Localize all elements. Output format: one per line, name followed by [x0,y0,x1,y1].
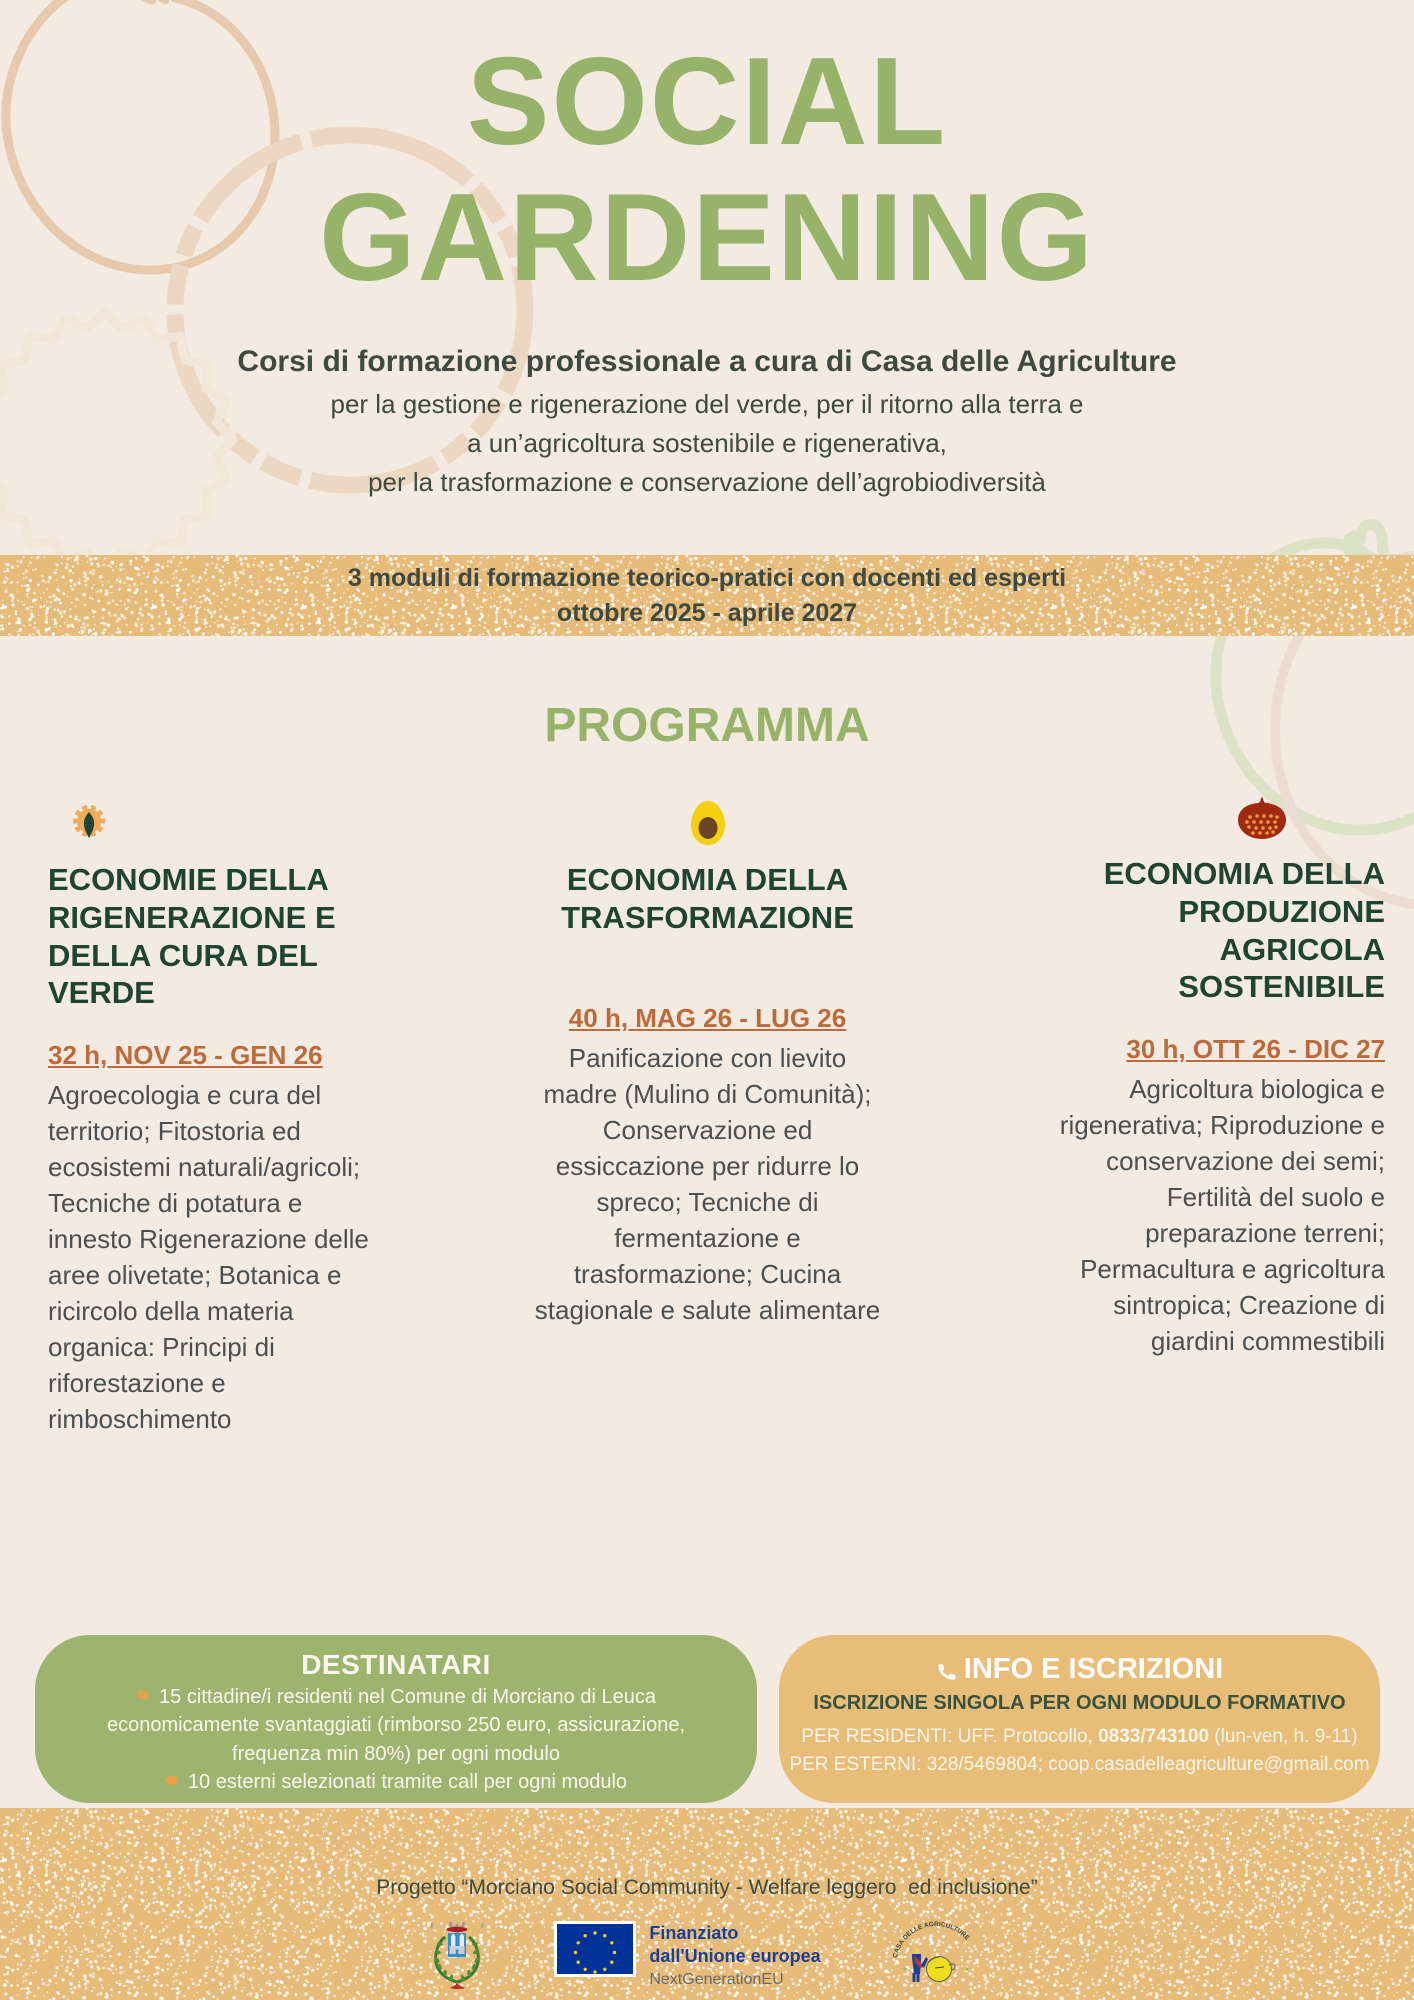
svg-text:CASA DELLE AGRICULTURE: CASA DELLE AGRICULTURE [892,1921,971,1959]
